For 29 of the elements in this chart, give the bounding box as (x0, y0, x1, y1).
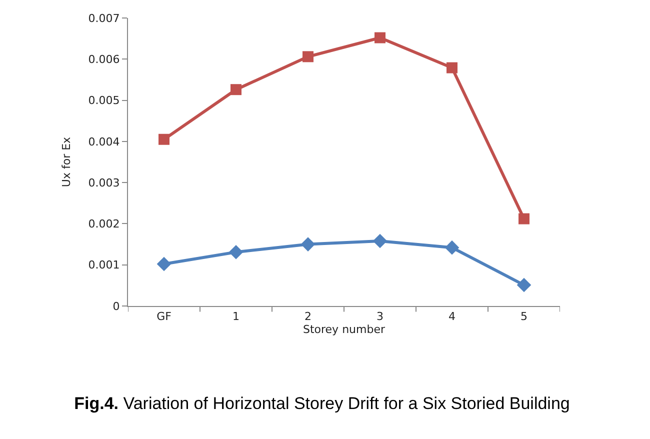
y-tick-label: 0.003 (88, 176, 120, 190)
y-tick-label: 0.002 (88, 218, 120, 231)
x-tick-label: 4 (448, 310, 456, 324)
x-axis-title: Storey number (302, 323, 386, 336)
text: Fig.4. Variation of Horizontal Storey Drift for a Six Storied Building (74, 394, 570, 413)
point (374, 32, 386, 44)
x-tick-label: 3 (376, 310, 384, 324)
point (446, 62, 458, 74)
x-tick-label: 1 (232, 310, 240, 324)
y-tick-label: 0.007 (88, 12, 120, 25)
point (228, 244, 244, 260)
x-tick-label: 5 (520, 310, 528, 324)
y-tick-label: 0.004 (88, 135, 120, 148)
point (300, 237, 316, 252)
y-tick-label: 0.005 (88, 94, 120, 108)
y-axis-title: Ux for Ex (60, 136, 73, 188)
point (516, 278, 532, 292)
point (158, 134, 170, 145)
x-tick-label: 2 (304, 310, 312, 324)
point (518, 213, 530, 224)
y-tick-label: 0 (112, 300, 120, 313)
x-tick-label: GF (156, 310, 172, 324)
point (156, 256, 172, 272)
point (230, 84, 242, 96)
y-tick-label: 0.001 (88, 258, 120, 272)
point (302, 51, 314, 62)
point (372, 234, 388, 248)
point (444, 240, 460, 255)
y-tick-label: 0.006 (88, 52, 120, 66)
